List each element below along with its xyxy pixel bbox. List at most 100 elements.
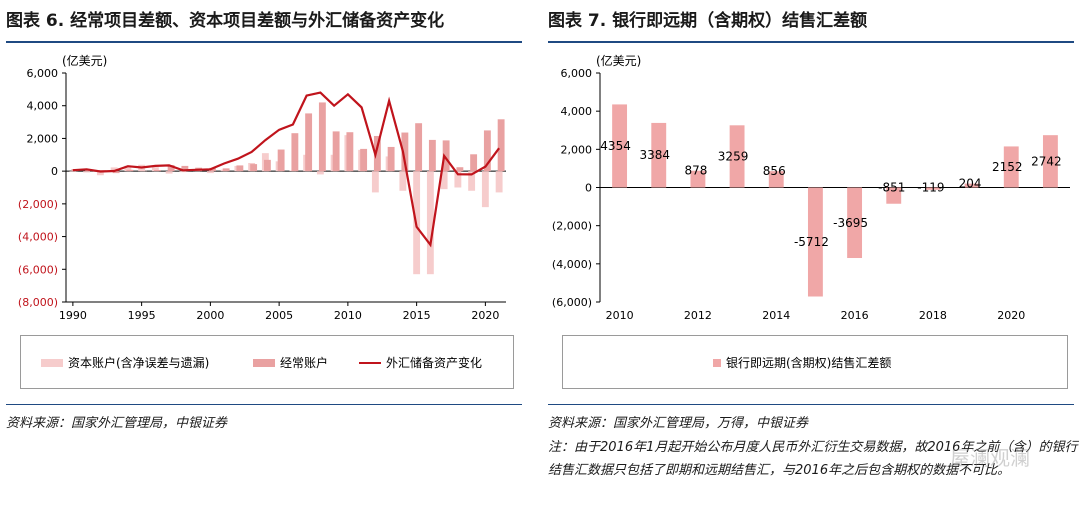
- bank-data-label: 4354: [600, 139, 631, 153]
- current-account-bar: [387, 146, 395, 172]
- legend-label-capital: 资本账户(含净误差与遗漏): [68, 356, 210, 370]
- bank-data-label: -119: [917, 181, 944, 195]
- right-legend: 银行即远期(含期权)结售汇差额: [562, 335, 1068, 389]
- right-source: 资料来源：国家外汇管理局，万得，中银证券: [548, 416, 809, 431]
- current-account-bar: [277, 149, 285, 172]
- bank-data-label: 3259: [718, 149, 749, 163]
- left-x-tick-label: 1990: [59, 309, 87, 322]
- left-x-tick-label: 2020: [471, 309, 499, 322]
- legend-swatch-current: [253, 358, 275, 367]
- current-account-bar: [153, 169, 161, 172]
- legend-swatch-bank: [713, 358, 721, 367]
- right-chart-title: 图表 7. 银行即远期（含期权）结售汇差额: [548, 11, 868, 31]
- capital-account-bar: [165, 171, 173, 174]
- left-chart-title: 图表 6. 经常项目差额、资本项目差额与外汇储备资产变化: [6, 11, 445, 31]
- left-x-tick-label: 2005: [265, 309, 293, 322]
- bank-data-label: 3384: [639, 148, 670, 162]
- left-x-tick-label: 2015: [403, 309, 431, 322]
- bank-data-label: 2152: [992, 160, 1023, 174]
- right-y-tick-label: 0: [585, 182, 592, 195]
- capital-account-bar: [206, 171, 214, 174]
- bank-data-label: 878: [684, 164, 707, 178]
- bank-data-label: -851: [878, 181, 905, 195]
- current-account-bar: [346, 132, 354, 172]
- capital-account-bar: [495, 171, 503, 193]
- right-x-tick-label: 2012: [684, 309, 712, 322]
- legend-item-bank-settlement: 银行即远期(含期权)结售汇差额: [713, 354, 891, 371]
- current-account-bar: [360, 148, 368, 172]
- current-account-bar: [305, 113, 313, 172]
- left-y-tick-label: 6,000: [27, 67, 59, 80]
- capital-account-bar: [454, 171, 462, 188]
- left-x-tick-label: 2010: [334, 309, 362, 322]
- current-account-bar: [442, 140, 450, 172]
- capital-account-bar: [440, 171, 448, 190]
- bank-settlement-bar: [651, 122, 667, 188]
- current-account-bar: [456, 167, 464, 172]
- left-x-tick-label: 1995: [128, 309, 156, 322]
- current-account-bar: [236, 165, 244, 172]
- capital-account-bar: [124, 165, 132, 172]
- left-y-tick-label: 2,000: [27, 132, 59, 145]
- right-bottom-rule: [548, 404, 1074, 405]
- capital-account-bar: [151, 167, 159, 172]
- current-account-bar: [318, 102, 326, 172]
- current-account-bar: [401, 132, 409, 172]
- right-x-tick-label: 2016: [841, 309, 869, 322]
- right-x-tick-label: 2018: [919, 309, 947, 322]
- legend-item-reserve-change: 外汇储备资产变化: [359, 354, 482, 371]
- left-source: 资料来源：国家外汇管理局，中银证券: [6, 416, 228, 431]
- left-bottom-rule: [6, 404, 522, 405]
- bank-settlement-bar: [768, 171, 784, 188]
- right-y-tick-label: 4,000: [561, 105, 593, 118]
- bank-data-label: 2742: [1031, 154, 1062, 168]
- left-unit-label: (亿美元): [62, 53, 107, 68]
- legend-item-capital-account: 资本账户(含净误差与遗漏): [41, 354, 209, 371]
- right-note: 注：由于2016年1月起开始公布月度人民币外汇衍生交易数据，故2016年之前（含…: [548, 440, 1078, 478]
- bank-settlement-bar: [886, 187, 902, 204]
- current-account-bar: [470, 154, 478, 172]
- bank-settlement-bar: [1003, 146, 1019, 188]
- capital-account-bar: [316, 171, 324, 175]
- legend-label-bank: 银行即远期(含期权)结售汇差额: [726, 356, 892, 370]
- capital-account-bar: [179, 171, 187, 173]
- left-y-tick-label: (6,000): [18, 263, 58, 276]
- bank-settlement-bar: [925, 187, 941, 190]
- capital-account-bar: [110, 167, 118, 172]
- capital-account-bar: [371, 171, 379, 193]
- capital-account-bar: [426, 171, 434, 275]
- capital-account-bar: [83, 171, 91, 173]
- current-account-bar: [263, 159, 271, 172]
- right-y-tick-label: 6,000: [561, 67, 593, 80]
- legend-swatch-capital: [41, 358, 63, 367]
- legend-swatch-reserve: [359, 361, 381, 364]
- bank-data-label: 856: [763, 164, 786, 178]
- current-account-bar: [291, 133, 299, 172]
- current-account-bar: [126, 169, 134, 172]
- left-legend: 资本账户(含净误差与遗漏) 经常账户 外汇储备资产变化: [20, 335, 514, 389]
- bank-settlement-bar: [847, 187, 863, 259]
- bank-data-label: -3695: [833, 216, 868, 230]
- right-y-tick-label: (6,000): [552, 296, 592, 309]
- current-account-bar: [373, 135, 381, 172]
- legend-item-current-account: 经常账户: [253, 354, 328, 371]
- right-x-tick-label: 2014: [762, 309, 790, 322]
- bank-data-label: 204: [959, 177, 982, 191]
- current-account-bar: [415, 123, 423, 172]
- capital-account-bar: [481, 171, 489, 208]
- capital-account-bar: [96, 171, 104, 176]
- right-x-tick-label: 2020: [997, 309, 1025, 322]
- current-account-bar: [181, 165, 189, 172]
- bank-data-label: -5712: [794, 235, 829, 249]
- bank-settlement-bar: [690, 170, 706, 188]
- left-y-tick-label: 4,000: [27, 100, 59, 113]
- current-account-bar: [483, 130, 491, 172]
- right-title-rule: [548, 41, 1074, 43]
- right-y-tick-label: (4,000): [552, 258, 592, 271]
- current-account-bar: [497, 119, 505, 172]
- bank-settlement-bar: [964, 183, 980, 188]
- current-account-bar: [428, 139, 436, 172]
- right-x-tick-label: 2010: [606, 309, 634, 322]
- capital-account-bar: [399, 171, 407, 191]
- legend-label-reserve: 外汇储备资产变化: [386, 356, 483, 370]
